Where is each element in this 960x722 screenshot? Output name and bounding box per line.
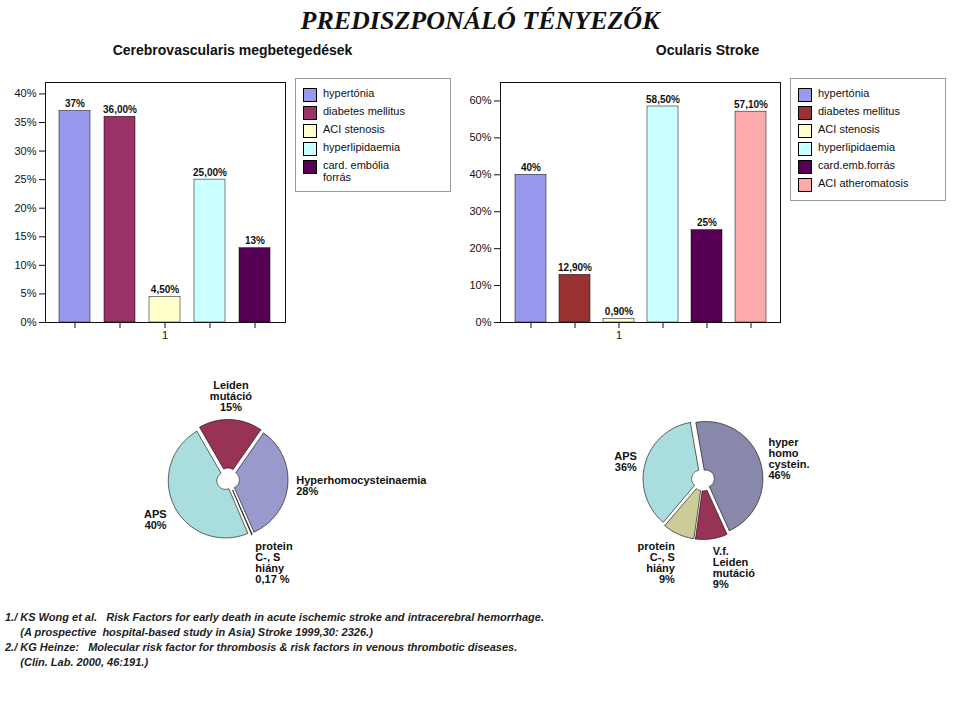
html-text:card. embólia forrás: card. embólia forrás xyxy=(323,159,389,183)
html-text:Ocularis Stroke: Ocularis Stroke xyxy=(655,42,760,58)
html-text:2./ KG Heinze: Molecular risk: 2./ KG Heinze: Molecular risk factor for… xyxy=(5,641,518,653)
html-text:diabetes mellitus: diabetes mellitus xyxy=(818,105,900,117)
svg-text:40%: 40% xyxy=(469,168,491,180)
html-text:ACI atheromatosis: ACI atheromatosis xyxy=(818,177,909,189)
svg-text:Hyperhomocysteinaemia28%: Hyperhomocysteinaemia28% xyxy=(296,474,427,497)
html-text:diabetes mellitus: diabetes mellitus xyxy=(323,105,405,117)
svg-text:20%: 20% xyxy=(469,242,491,254)
svg-text:1: 1 xyxy=(162,329,168,341)
html-text:hyperlipidaemia: hyperlipidaemia xyxy=(818,141,895,153)
svg-text:40%: 40% xyxy=(14,87,36,99)
svg-text:12,90%: 12,90% xyxy=(558,262,592,273)
svg-text:0%: 0% xyxy=(476,316,492,328)
html-text:hypertónia: hypertónia xyxy=(818,87,870,99)
svg-text:0,90%: 0,90% xyxy=(605,306,633,317)
svg-text:36,00%: 36,00% xyxy=(103,104,137,115)
svg-text:4,50%: 4,50% xyxy=(151,284,179,295)
html-text:hyperlipidaemia: hyperlipidaemia xyxy=(323,141,400,153)
svg-text:1: 1 xyxy=(616,329,622,341)
html-text:(Clin. Lab. 2000, 46:191.): (Clin. Lab. 2000, 46:191.) xyxy=(5,656,149,668)
svg-text:V.f.Leidenmutáció9%: V.f.Leidenmutáció9% xyxy=(713,545,755,590)
svg-text:0%: 0% xyxy=(21,316,37,328)
html-text:card.emb.forrás: card.emb.forrás xyxy=(818,159,895,171)
svg-text:15%: 15% xyxy=(14,230,36,242)
svg-text:Leidenmutáció15%: Leidenmutáció15% xyxy=(210,379,252,413)
html-text:ACI stenosis: ACI stenosis xyxy=(818,123,880,135)
svg-text:25%: 25% xyxy=(14,173,36,185)
svg-text:37%: 37% xyxy=(65,98,85,109)
html-text:1./ KS Wong et al. Risk Factor: 1./ KS Wong et al. Risk Factors for earl… xyxy=(5,611,544,623)
html-text:hypertónia: hypertónia xyxy=(323,87,375,99)
html-text:Cerebrovascularis megbetegedés: Cerebrovascularis megbetegedések xyxy=(112,42,353,58)
html-text:ACI stenosis: ACI stenosis xyxy=(323,123,385,135)
svg-text:60%: 60% xyxy=(469,94,491,106)
svg-text:40%: 40% xyxy=(521,162,541,173)
svg-text:30%: 30% xyxy=(469,205,491,217)
svg-text:APS40%: APS40% xyxy=(144,508,167,531)
svg-text:25%: 25% xyxy=(697,217,717,228)
html-text:(A prospective hospital-based: (A prospective hospital-based study in A… xyxy=(5,626,373,638)
svg-text:20%: 20% xyxy=(14,202,36,214)
svg-text:hyperhomocystein.46%: hyperhomocystein.46% xyxy=(769,436,810,481)
svg-text:proteinC-, Shiány0,17 %: proteinC-, Shiány0,17 % xyxy=(255,540,293,585)
svg-text:13%: 13% xyxy=(245,235,265,246)
svg-text:58,50%: 58,50% xyxy=(646,94,680,105)
svg-text:25,00%: 25,00% xyxy=(193,167,227,178)
svg-text:57,10%: 57,10% xyxy=(734,99,768,110)
html-text:PREDISZPONÁLÓ TÉNYEZŐK: PREDISZPONÁLÓ TÉNYEZŐK xyxy=(300,6,660,35)
svg-text:50%: 50% xyxy=(469,131,491,143)
svg-text:35%: 35% xyxy=(14,116,36,128)
svg-text:10%: 10% xyxy=(469,279,491,291)
svg-text:5%: 5% xyxy=(21,287,37,299)
svg-text:proteinC-, Shiány9%: proteinC-, Shiány9% xyxy=(638,540,676,585)
svg-text:APS36%: APS36% xyxy=(614,450,637,473)
svg-text:10%: 10% xyxy=(14,259,36,271)
svg-text:30%: 30% xyxy=(14,145,36,157)
